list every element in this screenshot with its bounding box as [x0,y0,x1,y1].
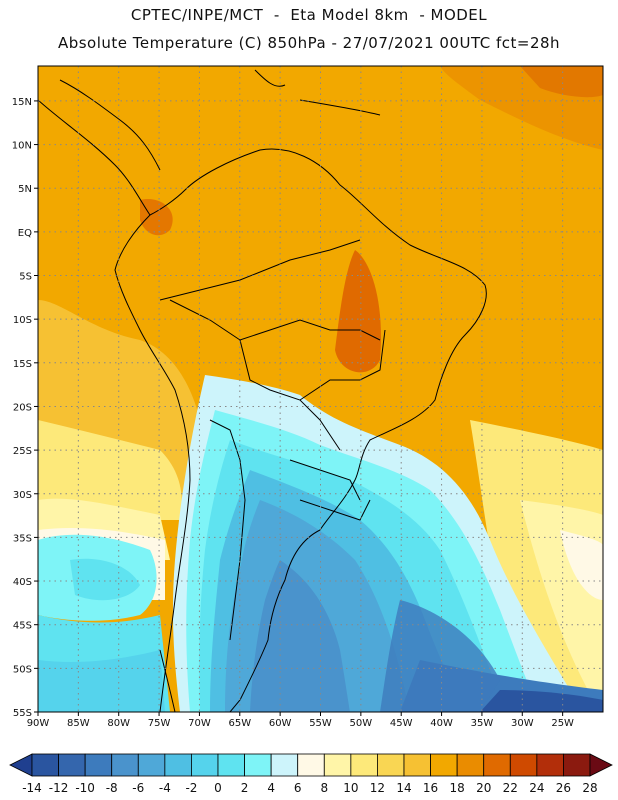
colorbar-swatch [350,753,378,777]
colorbar-label: 12 [370,781,385,795]
colorbar-swatch [191,753,219,777]
colorbar: -14 -12 -10 -8 -6 -4 -2 0 2 4 6 8 10 12 14 16 18 20 22 24 26… [9,753,613,795]
colorbar-label: 24 [529,781,544,795]
longitude-axis: 90W 85W 80W 75W 70W 65W 60W 55W 50W 45W 40W 35W 30W 2… [27,712,574,729]
lon-tick-label: 25W [551,718,574,729]
colorbar-swatch [164,753,192,777]
lat-tick-label: 15N [12,97,32,108]
lon-tick-label: 45W [390,718,413,729]
colorbar-swatch [244,753,272,777]
colorbar-swatch [31,753,59,777]
colorbar-label: -4 [159,781,171,795]
colorbar-swatch [137,753,166,777]
colorbar-label: -12 [49,781,69,795]
colorbar-label: 22 [503,781,518,795]
colorbar-swatch [217,753,245,777]
temperature-field [38,66,603,712]
colorbar-min-arrow [9,753,33,777]
lon-tick-label: 60W [269,718,292,729]
colorbar-label: 2 [241,781,249,795]
colorbar-label: -14 [22,781,42,795]
lat-tick-label: 40S [13,577,32,588]
chart-title-line1: CPTEC/INPE/MCT - Eta Model 8km - MODEL [130,6,488,24]
colorbar-label: 14 [396,781,411,795]
colorbar-swatch [430,753,458,777]
lat-tick-label: 5S [19,272,32,283]
lat-tick-label: 10S [13,315,32,326]
colorbar-swatch [323,753,352,777]
colorbar-swatch [270,753,299,777]
colorbar-label: 6 [294,781,302,795]
colorbar-label: 26 [556,781,571,795]
colorbar-label: 18 [450,781,465,795]
lon-tick-label: 90W [27,718,50,729]
lat-tick-label: 55S [13,708,32,719]
lat-tick-label: 25S [13,446,32,457]
colorbar-swatch [377,753,405,777]
lat-tick-label: 10N [12,141,32,152]
colorbar-swatch [111,753,139,777]
lon-tick-label: 65W [228,718,251,729]
colorbar-swatch [403,753,431,777]
lat-tick-label: EQ [18,228,32,239]
lon-tick-label: 55W [309,718,332,729]
colorbar-swatch [297,753,325,777]
colorbar-label: 4 [267,781,275,795]
colorbar-label: -8 [106,781,118,795]
colorbar-label: -2 [185,781,197,795]
colorbar-swatch [58,753,86,777]
lon-tick-label: 50W [350,718,373,729]
lon-tick-label: 85W [67,718,90,729]
lat-tick-label: 15S [13,359,32,370]
colorbar-label: 28 [582,781,597,795]
lon-tick-label: 75W [148,718,171,729]
colorbar-label: 10 [343,781,358,795]
colorbar-label: 16 [423,781,438,795]
colorbar-label: 20 [476,781,491,795]
colorbar-swatch [456,753,485,777]
colorbar-label: 8 [320,781,328,795]
lat-tick-label: 35S [13,533,32,544]
lat-tick-label: 50S [13,664,32,675]
colorbar-swatch [563,753,591,777]
lat-lon-grid [38,66,603,712]
lon-tick-label: 80W [107,718,130,729]
lat-tick-label: 5N [18,184,32,195]
colorbar-label: 0 [214,781,222,795]
latitude-axis: 15N 10N 5N EQ 5S 10S 15S 20S 25S 30S 35S 40S 45S 50S 5… [12,97,38,719]
colorbar-swatch [84,753,113,777]
lon-tick-label: 30W [511,718,534,729]
lat-tick-label: 45S [13,621,32,632]
colorbar-label: -10 [75,781,95,795]
lat-tick-label: 30S [13,490,32,501]
colorbar-swatch [509,753,538,777]
coastlines [38,69,487,712]
lon-tick-label: 70W [188,718,211,729]
lat-tick-label: 20S [13,402,32,413]
colorbar-label: -6 [132,781,144,795]
colorbar-swatch [483,753,511,777]
colorbar-max-arrow [589,753,613,777]
lon-tick-label: 40W [430,718,453,729]
lon-tick-label: 35W [471,718,494,729]
chart-title-line2: Absolute Temperature (C) 850hPa - 27/07/… [57,34,561,52]
colorbar-swatch [536,753,564,777]
